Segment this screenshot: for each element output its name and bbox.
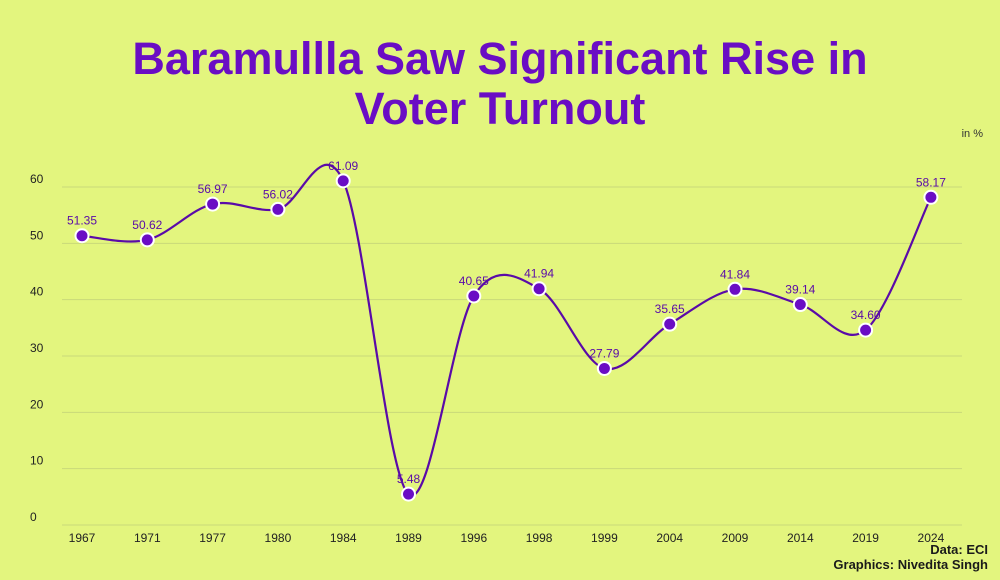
data-label: 50.62 [132, 218, 162, 232]
unit-label: in % [962, 128, 984, 140]
data-label: 40.65 [459, 274, 489, 288]
x-tick-label: 2024 [918, 531, 945, 545]
grid-lines [62, 186, 962, 526]
chart-title-line-2: Voter Turnout [354, 83, 646, 134]
chart-title-line-1: Baramullla Saw Significant Rise in [132, 33, 868, 84]
y-tick-label: 20 [30, 397, 44, 411]
data-label: 56.02 [263, 187, 293, 201]
data-label: 5.48 [397, 472, 421, 486]
data-point [727, 281, 743, 297]
graphics-credit: Graphics: Nivedita Singh [833, 557, 988, 572]
x-tick-label: 1967 [69, 531, 96, 545]
data-label: 41.84 [720, 267, 750, 281]
data-points [74, 173, 939, 502]
data-label: 27.79 [589, 346, 619, 360]
y-tick-label: 40 [30, 285, 44, 299]
chart-title: Baramullla Saw Significant Rise in Voter… [0, 34, 1000, 134]
data-label: 41.94 [524, 267, 554, 281]
x-tick-label: 1996 [460, 531, 487, 545]
x-tick-label: 2014 [787, 531, 814, 545]
data-point [205, 196, 221, 212]
y-tick-label: 60 [30, 172, 44, 186]
x-tick-label: 2019 [852, 531, 879, 545]
x-tick-label: 2009 [722, 531, 749, 545]
data-point [858, 322, 874, 338]
data-point [792, 297, 808, 313]
x-tick-label: 1984 [330, 531, 357, 545]
y-tick-label: 0 [30, 510, 37, 524]
data-point [466, 288, 482, 304]
data-point [270, 201, 286, 217]
data-point [74, 228, 90, 244]
x-tick-label: 1980 [265, 531, 292, 545]
series-line [81, 163, 932, 497]
data-label: 39.14 [785, 283, 815, 297]
x-axis-ticks: 1967 1971 1977 1980 1984 1989 1996 1998 1999 2004… [69, 531, 945, 545]
x-tick-label: 1999 [591, 531, 618, 545]
y-axis-ticks: 0 10 20 30 40 50 60 [30, 172, 44, 524]
data-label: 58.17 [916, 175, 946, 189]
data-label: 35.65 [655, 302, 685, 316]
x-tick-label: 1998 [526, 531, 553, 545]
x-tick-label: 1977 [199, 531, 226, 545]
data-label: 56.97 [198, 182, 228, 196]
data-point [139, 232, 155, 248]
x-tick-label: 1989 [395, 531, 422, 545]
data-point [923, 189, 939, 205]
data-label: 61.09 [328, 159, 358, 173]
data-labels: 51.35 50.62 56.97 56.02 61.09 5.48 40.65 41.94 2… [67, 159, 946, 486]
data-point [401, 486, 416, 502]
data-label: 51.35 [67, 214, 97, 228]
x-tick-label: 2004 [656, 531, 683, 545]
data-point [662, 316, 678, 332]
credits: Data: ECI Graphics: Nivedita Singh [833, 542, 988, 572]
y-tick-label: 30 [30, 341, 44, 355]
y-tick-label: 50 [30, 228, 44, 242]
data-point [596, 360, 612, 376]
y-tick-label: 10 [30, 454, 44, 468]
data-point [531, 281, 547, 297]
x-tick-label: 1971 [134, 531, 161, 545]
data-point [335, 173, 351, 189]
data-label: 34.60 [851, 308, 881, 322]
data-source: Data: ECI [930, 542, 988, 557]
